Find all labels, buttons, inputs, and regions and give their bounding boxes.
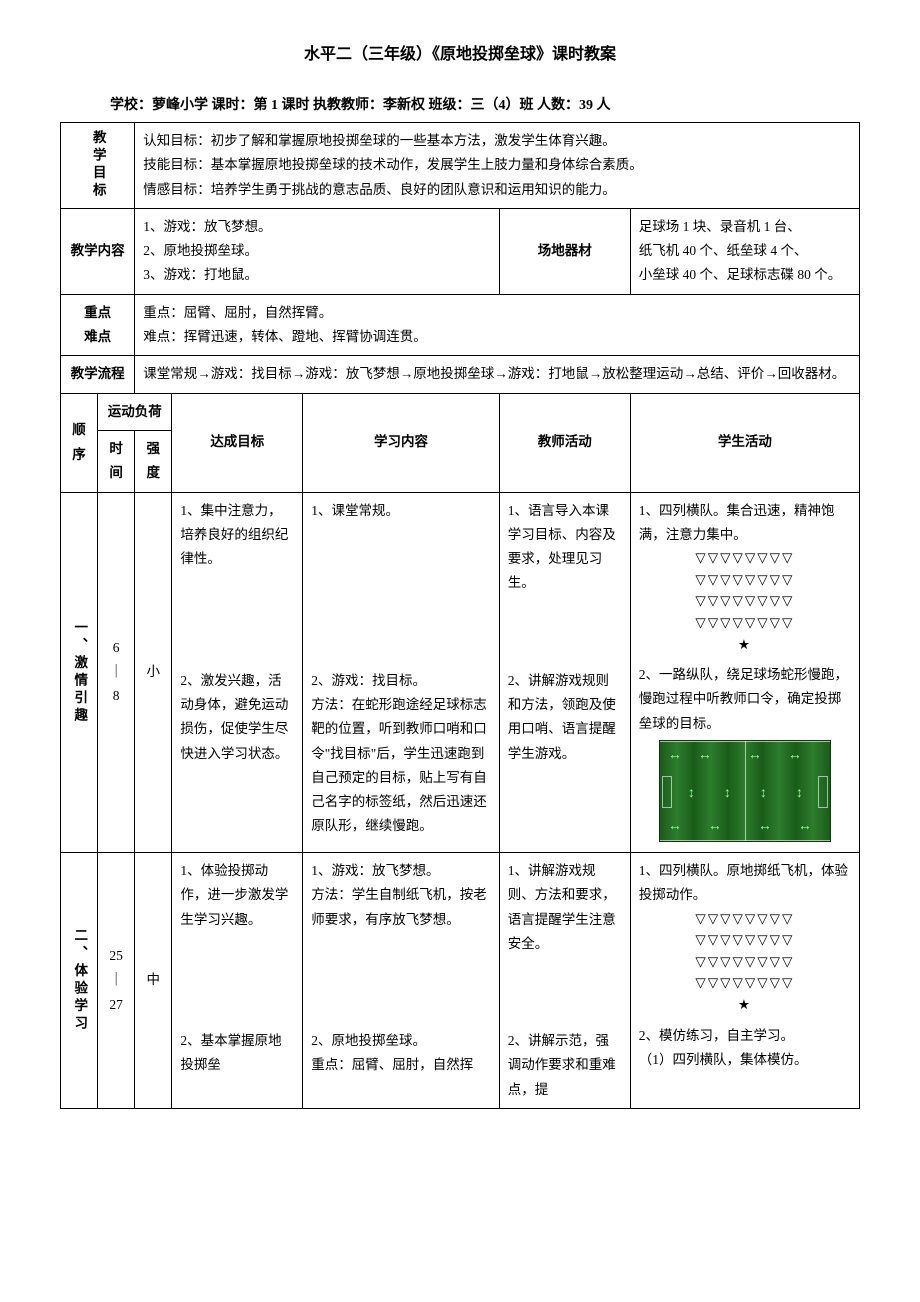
- h-intensity: 强度: [135, 430, 172, 492]
- s1-teacher: 1、语言导入本课学习目标、内容及要求，处理见习生。 2、讲解游戏规则和方法，领跑…: [499, 492, 630, 852]
- s1-formation: ▽▽▽▽▽▽▽▽ ▽▽▽▽▽▽▽▽ ▽▽▽▽▽▽▽▽ ▽▽▽▽▽▽▽▽ ★: [639, 547, 851, 655]
- h-teacher: 教师活动: [499, 393, 630, 492]
- header-row-1: 顺序 运动负荷 达成目标 学习内容 教师活动 学生活动: [61, 393, 860, 430]
- row-flow: 教学流程 课堂常规→游戏：找目标→游戏：放飞梦想→原地投掷垒球→游戏：打地鼠→放…: [61, 356, 860, 393]
- equip-label: 场地器材: [499, 208, 630, 294]
- h-seq: 顺序: [61, 393, 98, 492]
- s1-time: 6 ｜ 8: [98, 492, 135, 852]
- h-load: 运动负荷: [98, 393, 172, 430]
- s1-content: 1、课堂常规。 2、游戏：找目标。 方法：在蛇形跑途经足球标志靶的位置，听到教师…: [303, 492, 499, 852]
- s2-intensity: 中: [135, 853, 172, 1109]
- s2-content: 1、游戏：放飞梦想。 方法：学生自制纸飞机，按老师要求，有序放飞梦想。 2、原地…: [303, 853, 499, 1109]
- section-1-row: 一、激情引趣 6 ｜ 8 小 1、集中注意力，培养良好的组织纪律性。 2、激发兴…: [61, 492, 860, 852]
- h-time: 时间: [98, 430, 135, 492]
- s2-teacher: 1、讲解游戏规则、方法和要求，语言提醒学生注意安全。 2、讲解示范，强调动作要求…: [499, 853, 630, 1109]
- keypoint-label: 重点 难点: [61, 294, 135, 356]
- row-content: 教学内容 1、游戏：放飞梦想。 2、原地投掷垒球。 3、游戏：打地鼠。 场地器材…: [61, 208, 860, 294]
- s1-seq: 一、激情引趣: [61, 492, 98, 852]
- content-text: 1、游戏：放飞梦想。 2、原地投掷垒球。 3、游戏：打地鼠。: [135, 208, 500, 294]
- s1-student-b: 2、一路纵队，绕足球场蛇形慢跑，慢跑过程中听教师口令，确定投掷垒球的目标。: [639, 663, 851, 736]
- content-label: 教学内容: [61, 208, 135, 294]
- h-content: 学习内容: [303, 393, 499, 492]
- info-line: 学校：萝峰小学 课时：第 1 课时 执教教师：李新权 班级：三（4）班 人数：3…: [60, 94, 860, 114]
- row-goals: 教学目标 认知目标：初步了解和掌握原地投掷垒球的一些基本方法，激发学生体育兴趣。…: [61, 123, 860, 209]
- s2-student-b: 2、模仿练习，自主学习。 （1）四列横队，集体模仿。: [639, 1024, 851, 1073]
- flow-text: 课堂常规→游戏：找目标→游戏：放飞梦想→原地投掷垒球→游戏：打地鼠→放松整理运动…: [135, 356, 860, 393]
- s2-student-a: 1、四列横队。原地掷纸飞机，体验投掷动作。: [639, 859, 851, 908]
- h-student: 学生活动: [630, 393, 859, 492]
- s1-student: 1、四列横队。集合迅速，精神饱满，注意力集中。 ▽▽▽▽▽▽▽▽ ▽▽▽▽▽▽▽…: [630, 492, 859, 852]
- s2-seq: 二、体验学习: [61, 853, 98, 1109]
- s2-goal: 1、体验投掷动作，进一步激发学生学习兴趣。 2、基本掌握原地投掷垒: [172, 853, 303, 1109]
- keypoint-text: 重点：屈臂、屈肘，自然挥臂。 难点：挥臂迅速，转体、蹬地、挥臂协调连贯。: [135, 294, 860, 356]
- flow-label: 教学流程: [61, 356, 135, 393]
- s2-formation: ▽▽▽▽▽▽▽▽ ▽▽▽▽▽▽▽▽ ▽▽▽▽▽▽▽▽ ▽▽▽▽▽▽▽▽ ★: [639, 908, 851, 1016]
- equip-text: 足球场 1 块、录音机 1 台、 纸飞机 40 个、纸垒球 4 个、 小垒球 4…: [630, 208, 859, 294]
- page-title: 水平二（三年级）《原地投掷垒球》课时教案: [60, 40, 860, 64]
- field-diagram: ↔ ↔ ↔ ↔ ↔ ↔ ↔ ↔ ↕ ↕ ↕ ↕: [659, 740, 831, 842]
- goals-text: 认知目标：初步了解和掌握原地投掷垒球的一些基本方法，激发学生体育兴趣。 技能目标…: [135, 123, 860, 209]
- section-2-row: 二、体验学习 25 ｜ 27 中 1、体验投掷动作，进一步激发学生学习兴趣。 2…: [61, 853, 860, 1109]
- s1-intensity: 小: [135, 492, 172, 852]
- s1-goal: 1、集中注意力，培养良好的组织纪律性。 2、激发兴趣，活动身体，避免运动损伤，促…: [172, 492, 303, 852]
- h-goal: 达成目标: [172, 393, 303, 492]
- s2-time: 25 ｜ 27: [98, 853, 135, 1109]
- s1-student-a: 1、四列横队。集合迅速，精神饱满，注意力集中。: [639, 499, 851, 548]
- goals-label: 教学目标: [61, 123, 135, 209]
- row-keypoint: 重点 难点 重点：屈臂、屈肘，自然挥臂。 难点：挥臂迅速，转体、蹬地、挥臂协调连…: [61, 294, 860, 356]
- s2-student: 1、四列横队。原地掷纸飞机，体验投掷动作。 ▽▽▽▽▽▽▽▽ ▽▽▽▽▽▽▽▽ …: [630, 853, 859, 1109]
- lesson-plan-table: 教学目标 认知目标：初步了解和掌握原地投掷垒球的一些基本方法，激发学生体育兴趣。…: [60, 122, 860, 1109]
